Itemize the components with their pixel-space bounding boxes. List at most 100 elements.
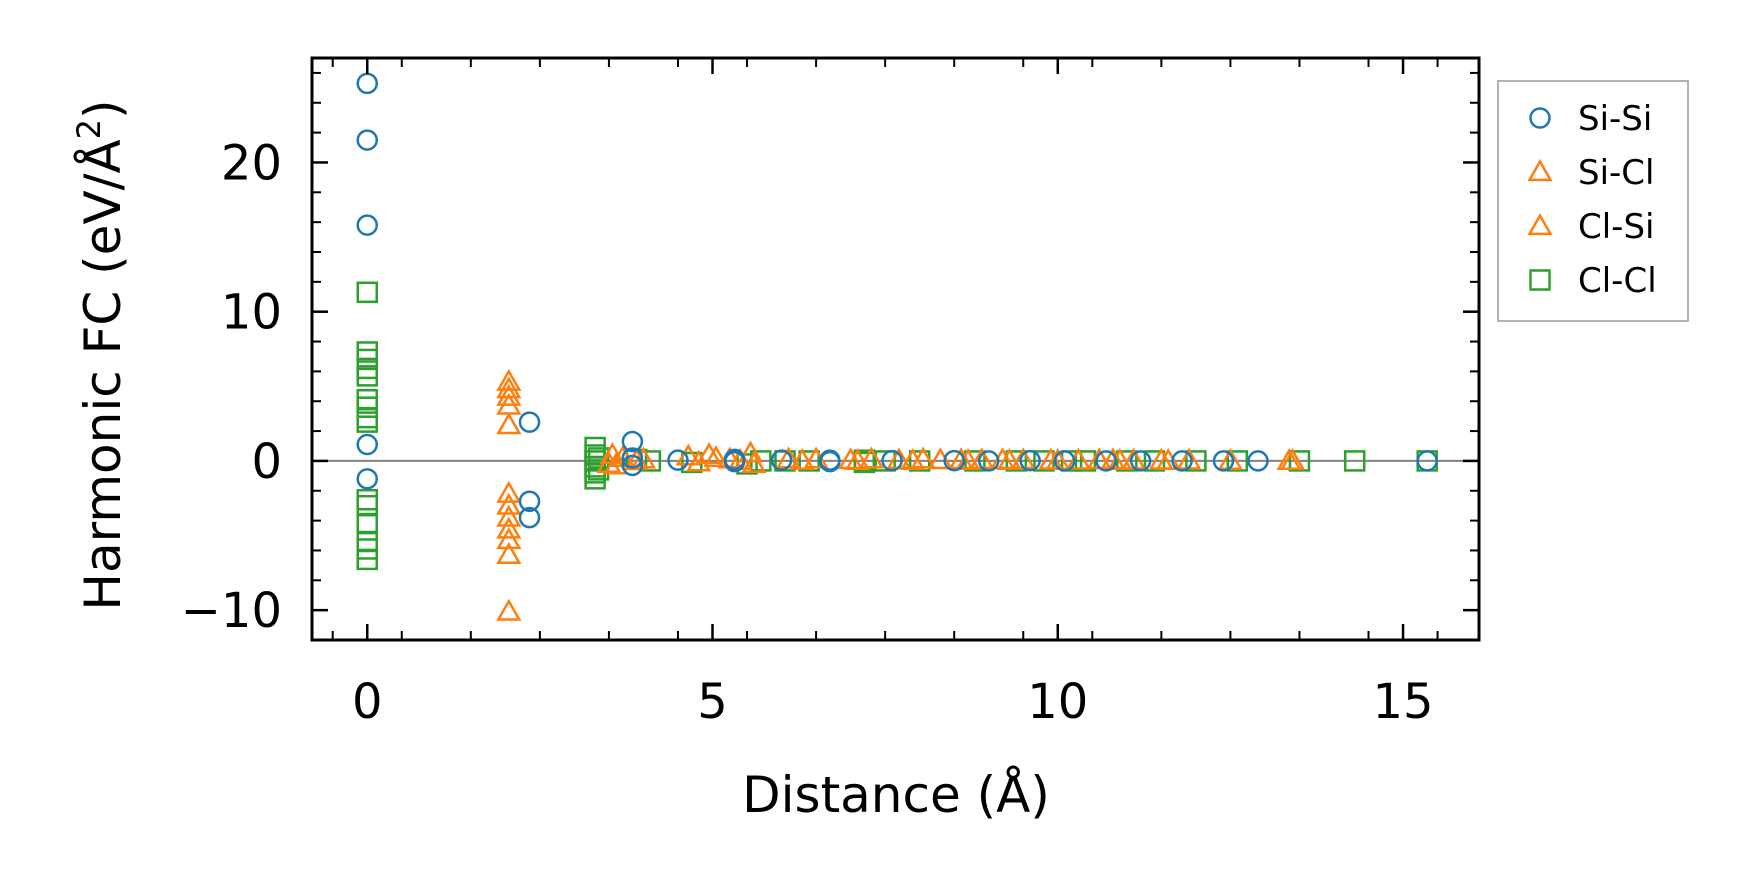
legend-label-si-cl: Si-Cl	[1578, 153, 1654, 193]
data-point-cl-cl	[356, 411, 378, 433]
data-point-cl-cl	[1288, 450, 1311, 472]
data-point-cl-si	[900, 447, 926, 471]
data-point-si-cl	[496, 598, 522, 621]
x-axis-title: Distance (Å)	[742, 766, 1050, 824]
data-point-si-cl	[496, 504, 522, 527]
data-point-si-cl	[703, 444, 729, 468]
y-tick-label: −10	[181, 583, 282, 639]
data-point-si-cl	[496, 492, 522, 515]
data-point-si-si	[1247, 450, 1269, 472]
data-point-cl-cl	[1343, 450, 1366, 472]
data-point-si-cl	[496, 480, 522, 503]
x-tick-label: 5	[697, 674, 728, 730]
data-points	[356, 72, 1438, 621]
data-point-si-cl	[496, 516, 522, 539]
data-point-si-si	[356, 214, 378, 236]
legend-label-cl-cl: Cl-Cl	[1578, 261, 1657, 301]
data-point-si-si	[356, 72, 378, 95]
data-point-si-si	[356, 468, 378, 490]
data-point-cl-si	[686, 449, 712, 472]
data-point-si-si	[621, 454, 644, 477]
data-point-si-si	[356, 129, 378, 151]
legend-label-si-si: Si-Si	[1578, 99, 1652, 139]
data-point-cl-si	[1279, 447, 1306, 471]
data-point-cl-cl	[1143, 450, 1166, 472]
data-point-si-si	[1416, 450, 1438, 472]
data-point-si-si	[943, 449, 965, 472]
data-point-si-si	[1095, 450, 1117, 472]
data-point-cl-si	[844, 447, 871, 471]
data-point-si-cl	[741, 450, 767, 473]
data-point-cl-si	[789, 447, 815, 471]
legend-marker-si-si	[1529, 107, 1551, 129]
data-point-cl-cl	[964, 450, 986, 472]
y-axis-title: Harmonic FC (eV/Å2)	[70, 99, 132, 610]
data-point-cl-cl	[356, 281, 378, 304]
data-point-si-cl	[696, 441, 722, 465]
data-point-si-cl	[496, 368, 522, 391]
axis-ticks	[312, 58, 1479, 641]
y-axis-title-superscript: 2	[70, 119, 108, 139]
data-point-si-cl	[603, 452, 629, 475]
legend-marker-cl-cl	[1529, 269, 1551, 291]
data-point-cl-cl	[356, 530, 378, 553]
legend-box	[1497, 80, 1689, 322]
plot-frame	[310, 56, 1481, 642]
data-point-si-si	[518, 411, 541, 433]
data-point-si-si	[723, 450, 746, 473]
data-point-si-si	[1053, 450, 1076, 472]
y-axis-title-close: )	[74, 99, 132, 119]
data-point-cl-cl	[1226, 450, 1249, 472]
data-point-cl-cl	[1060, 450, 1083, 472]
y-tick-label: 20	[221, 135, 282, 191]
data-point-cl-cl	[356, 388, 378, 411]
axis-tick-labels: 0 5 10 15 −10 0 10 20	[181, 135, 1434, 730]
data-point-si-si	[621, 430, 644, 453]
data-point-cl-cl	[356, 365, 378, 387]
data-point-cl-si	[596, 450, 622, 473]
legend-label-cl-si: Cl-Si	[1578, 207, 1654, 247]
data-point-cl-cl	[1074, 450, 1097, 472]
data-point-si-si	[356, 433, 378, 456]
data-point-cl-cl	[356, 548, 378, 571]
data-point-si-cl	[675, 443, 701, 466]
y-tick-label: 0	[251, 434, 282, 490]
data-point-cl-cl	[874, 450, 896, 472]
data-point-cl-cl	[853, 451, 876, 474]
data-point-cl-cl	[587, 447, 610, 469]
data-point-si-cl	[496, 527, 522, 550]
y-axis-title-text: Harmonic FC (eV/Å	[74, 139, 132, 610]
data-point-si-si	[977, 450, 1000, 472]
data-point-cl-cl	[356, 512, 378, 535]
data-point-cl-cl	[1116, 450, 1138, 472]
data-point-cl-si	[996, 447, 1023, 471]
data-point-si-si	[621, 447, 644, 469]
data-point-si-si	[1129, 450, 1152, 472]
legend: Si-Si Si-Cl Cl-Si Cl-Cl	[1497, 80, 1689, 322]
data-point-cl-cl	[356, 488, 378, 511]
data-point-si-si	[518, 490, 541, 512]
x-tick-label: 0	[352, 674, 383, 730]
data-point-si-si	[518, 506, 541, 529]
data-point-si-si	[881, 449, 903, 472]
data-point-si-si	[667, 449, 689, 471]
data-point-si-si	[819, 450, 841, 473]
data-point-si-si	[1019, 449, 1041, 472]
data-point-si-si	[1171, 450, 1193, 472]
data-point-cl-cl	[356, 494, 378, 517]
legend-marker-cl-si	[1527, 213, 1553, 236]
y-tick-label: 10	[221, 285, 282, 341]
x-tick-label: 10	[1027, 674, 1088, 730]
data-point-si-cl	[496, 541, 522, 565]
data-point-cl-cl	[1185, 450, 1207, 472]
x-tick-label: 15	[1373, 674, 1434, 730]
data-point-si-si	[770, 449, 793, 471]
data-point-cl-cl	[1005, 450, 1028, 472]
data-point-si-cl	[496, 383, 522, 406]
data-point-si-cl	[858, 446, 884, 469]
legend-marker-si-cl	[1527, 159, 1553, 182]
data-point-si-cl	[496, 412, 522, 435]
data-point-cl-cl	[1033, 450, 1055, 472]
data-point-cl-cl	[798, 450, 820, 472]
